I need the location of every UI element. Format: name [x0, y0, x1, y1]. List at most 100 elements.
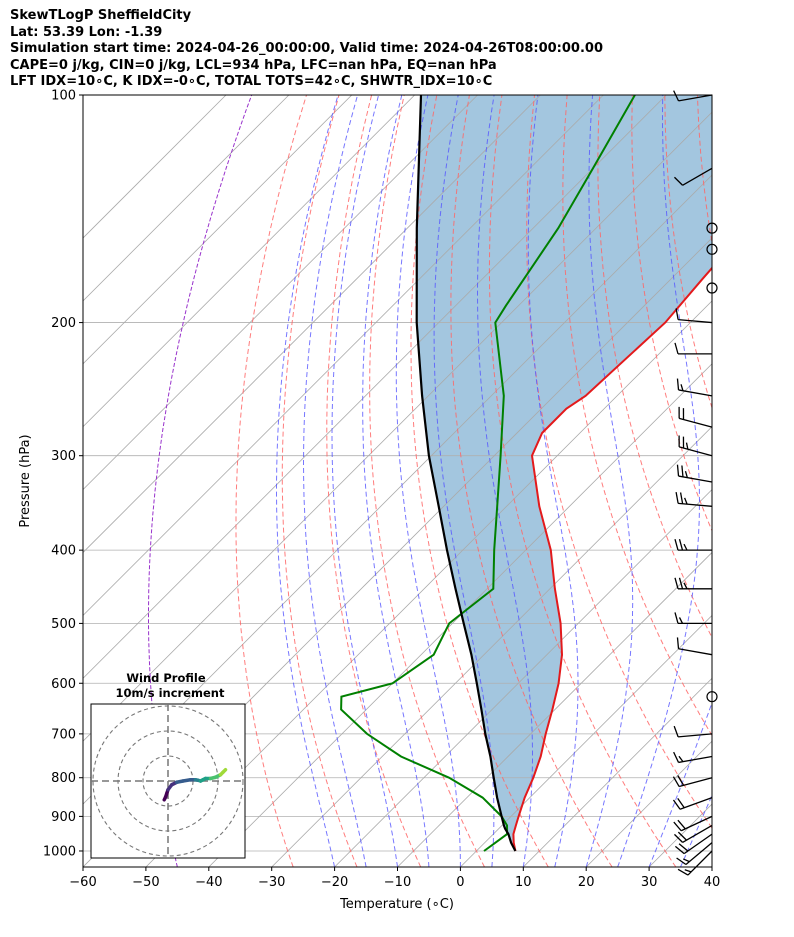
- x-tick-label: 20: [578, 875, 595, 890]
- barb-shaft: [678, 446, 713, 457]
- barb-feather: [678, 617, 684, 624]
- wind-barb: [676, 464, 713, 483]
- barb-shaft: [678, 475, 713, 483]
- temperature-line: [512, 266, 712, 852]
- dry-adiabat: [562, 95, 712, 737]
- wind-barb: [678, 435, 713, 457]
- y-tick-label: 300: [51, 449, 76, 464]
- dry-adiabat: [450, 95, 613, 867]
- isotherm--130: [83, 95, 415, 428]
- x-tick-label: −40: [195, 875, 222, 890]
- calm-marker: [706, 222, 718, 234]
- dry-adiabat: [235, 95, 307, 867]
- parcel-line: [415, 95, 517, 852]
- y-tick-label: 100: [51, 89, 76, 104]
- wind-barb: [674, 342, 712, 355]
- barb-feather: [682, 858, 690, 863]
- calm-marker: [706, 243, 718, 255]
- barb-feather: [675, 492, 679, 504]
- dry-adiabat: [281, 95, 358, 867]
- x-tick-label: 40: [704, 875, 721, 890]
- x-tick-label: −60: [69, 875, 96, 890]
- y-tick-label: 200: [51, 316, 76, 331]
- hodograph-segment: [221, 768, 228, 774]
- barb-shaft: [678, 502, 713, 507]
- x-tick-label: 10: [515, 875, 532, 890]
- barb-feather: [678, 755, 684, 763]
- barb-feather: [683, 543, 688, 551]
- barb-feather: [679, 492, 684, 504]
- dry-adiabat: [763, 95, 794, 867]
- barb-feather: [677, 798, 685, 809]
- barb-shaft: [678, 94, 713, 102]
- wind-profile-inset: Wind Profile 10m/s increment: [90, 671, 246, 859]
- dry-adiabat: [597, 95, 712, 639]
- barb-shaft: [680, 815, 713, 832]
- barb-feather: [676, 464, 680, 477]
- calm-marker: [706, 282, 718, 294]
- moist-adiabat: [331, 95, 398, 867]
- y-tick-label: 600: [51, 677, 76, 692]
- isotherm-40: [711, 866, 712, 867]
- barb-shaft: [678, 417, 713, 428]
- isotherm--50: [145, 300, 712, 867]
- barb-shaft: [678, 755, 713, 764]
- stability-indices-line: LFT IDX=10∘C, K IDX=-0∘C, TOTAL TOTS=42∘…: [10, 74, 493, 89]
- y-tick-label: 1000: [43, 844, 76, 859]
- wind-barb: [706, 243, 718, 255]
- barb-feather: [674, 612, 679, 624]
- barb-feather: [684, 497, 688, 505]
- wind-barb: [706, 282, 718, 294]
- isotherm-0: [460, 614, 712, 867]
- wind-barb: [675, 492, 713, 507]
- barb-feather: [685, 442, 689, 450]
- wind-barb: [673, 90, 713, 102]
- barb-shaft: [683, 833, 713, 855]
- wind-barb: [706, 691, 718, 703]
- barb-feather: [677, 819, 686, 830]
- moist-adiabat: [362, 95, 430, 867]
- wind-barb: [706, 222, 718, 234]
- dry-adiabat: [488, 95, 677, 867]
- wind-barb: [673, 824, 713, 843]
- y-tick-label: 400: [51, 544, 76, 559]
- isotherm--100: [83, 95, 604, 616]
- barb-feather: [676, 378, 680, 390]
- barb-shaft: [678, 318, 713, 324]
- isotherm--20: [334, 489, 712, 867]
- wind-barb: [673, 167, 713, 186]
- barb-shaft: [685, 842, 713, 866]
- barb-shaft: [678, 389, 713, 397]
- chart-title: SkewTLogP SheffieldCity: [10, 8, 192, 23]
- isotherm--30: [271, 426, 712, 867]
- barb-feather: [673, 751, 680, 763]
- isotherm--120: [83, 95, 478, 491]
- barb-feather: [676, 637, 680, 649]
- x-tick-label: −10: [384, 875, 411, 890]
- barb-shaft: [678, 648, 713, 656]
- moist-adiabat: [617, 95, 701, 867]
- isotherm--80: [83, 111, 712, 742]
- y-axis-label: Pressure (hPa): [18, 434, 33, 527]
- barb-feather: [673, 176, 684, 186]
- calm-marker: [706, 691, 718, 703]
- y-tick-label: 700: [51, 727, 76, 742]
- x-tick-label: −50: [132, 875, 159, 890]
- isotherm-10: [523, 677, 712, 867]
- isotherm--150: [83, 95, 290, 302]
- isotherm--160: [83, 95, 227, 239]
- x-axis-label: Temperature (∘C): [339, 897, 454, 912]
- wind-barb: [678, 406, 713, 428]
- wind-barb: [675, 308, 713, 324]
- inset-subtitle: 10m/s increment: [116, 686, 225, 700]
- barb-feather: [677, 868, 689, 876]
- cape-cin-shade: [416, 95, 712, 851]
- barb-feather: [684, 471, 689, 478]
- isotherm--10: [397, 551, 712, 867]
- barb-feather: [673, 90, 680, 102]
- parcel-indices-line: CAPE=0 j/kg, CIN=0 j/kg, LCL=934 hPa, LF…: [10, 57, 497, 73]
- barb-shaft: [678, 733, 713, 738]
- x-tick-label: 30: [641, 875, 658, 890]
- isotherm--140: [83, 95, 353, 365]
